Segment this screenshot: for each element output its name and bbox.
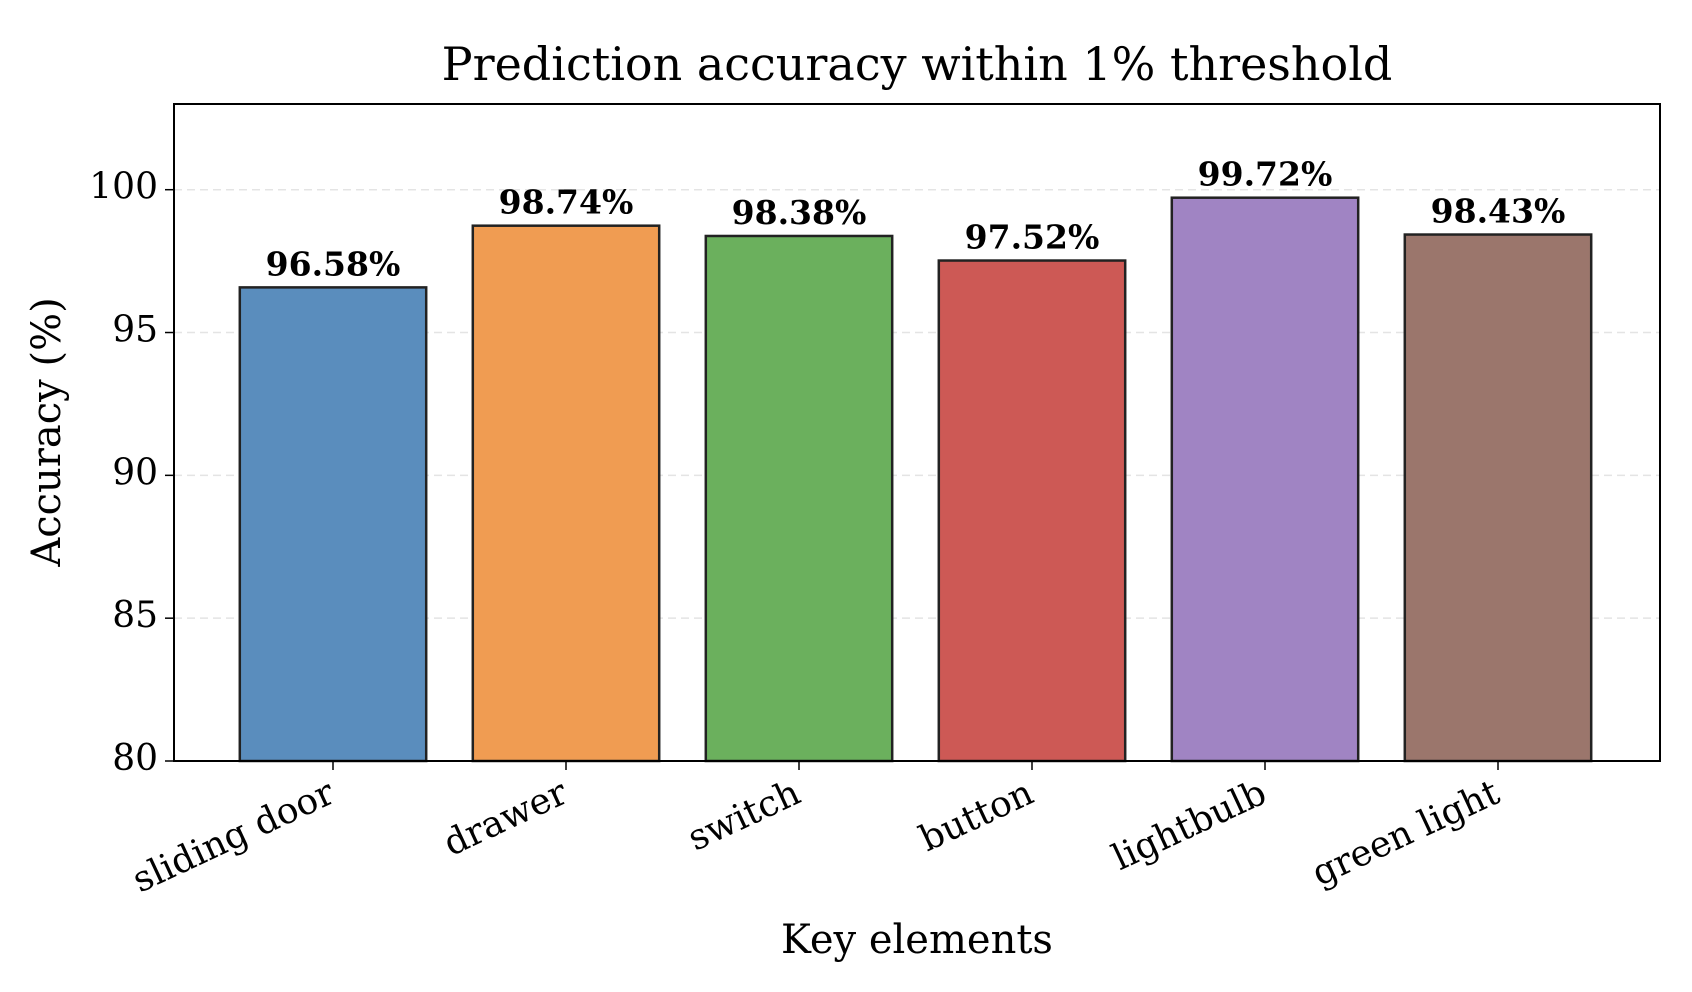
y-tick-label: 80	[112, 738, 158, 779]
y-tick-label: 95	[112, 310, 158, 351]
value-label: 97.52%	[965, 218, 1100, 257]
bar	[1403, 233, 1593, 763]
x-tick-label: lightbulb	[1106, 772, 1272, 879]
y-axis-label: Accuracy (%)	[24, 297, 70, 567]
plot-frame	[173, 103, 1661, 762]
value-label: 96.58%	[266, 244, 401, 283]
value-label: 99.72%	[1198, 155, 1333, 194]
y-tick-label: 90	[112, 452, 158, 493]
value-label: 98.38%	[732, 193, 867, 232]
bar	[1170, 196, 1360, 763]
x-axis-label: Key elements	[781, 917, 1053, 963]
x-tick-label: sliding door	[126, 772, 341, 901]
x-tick-label: green light	[1306, 772, 1506, 894]
y-tick-label: 100	[89, 167, 158, 208]
y-tick-label: 85	[112, 595, 158, 636]
value-label: 98.43%	[1431, 192, 1566, 231]
bar	[471, 224, 661, 763]
value-label: 98.74%	[499, 183, 634, 222]
x-tick-label: drawer	[438, 772, 575, 865]
x-tick-label: button	[913, 772, 1039, 860]
bar	[704, 234, 894, 763]
bar	[238, 286, 428, 763]
bar	[937, 259, 1127, 763]
chart-title: Prediction accuracy within 1% threshold	[442, 37, 1393, 91]
x-tick-label: switch	[682, 772, 807, 859]
